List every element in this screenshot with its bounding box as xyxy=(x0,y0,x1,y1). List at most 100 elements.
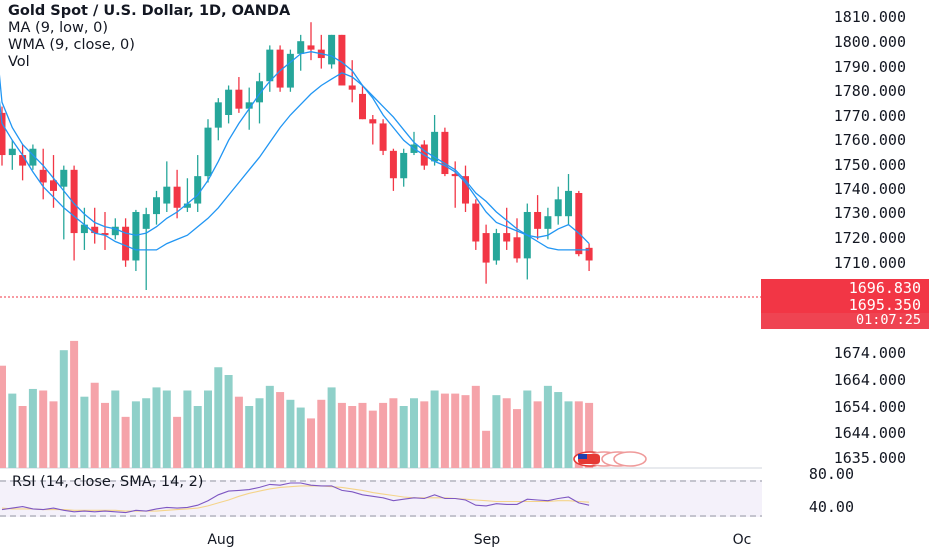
volume-bar xyxy=(337,402,346,468)
candle-body xyxy=(492,233,500,261)
wma-line xyxy=(0,51,590,245)
price-tick-label: 1780.000 xyxy=(834,82,906,100)
price-tick-label: 1664.000 xyxy=(834,371,906,389)
volume-bar xyxy=(255,398,264,468)
volume-bar xyxy=(410,398,418,468)
candle-body xyxy=(565,190,572,217)
event-markers xyxy=(573,451,647,467)
candle-body xyxy=(142,214,150,229)
volume-bar xyxy=(513,409,521,468)
us-flag-icon xyxy=(613,451,647,467)
volume-bar xyxy=(152,387,161,468)
candle-body xyxy=(544,216,552,229)
candle-body xyxy=(111,226,119,236)
price-tick-label: 1790.000 xyxy=(834,58,906,76)
candle-body xyxy=(60,169,68,187)
volume-bar xyxy=(49,401,58,468)
candle-body xyxy=(50,180,57,191)
price-tick-label: 1810.000 xyxy=(834,8,906,26)
volume-bar xyxy=(276,392,285,468)
volume-bar xyxy=(317,399,326,468)
volume-bar xyxy=(379,402,388,468)
legend-ma[interactable]: MA (9, low, 0) xyxy=(8,20,108,36)
time-tick-label: Sep xyxy=(474,532,501,548)
volume-bar xyxy=(0,365,6,468)
candle-body xyxy=(29,148,37,166)
candle-body xyxy=(132,211,140,261)
candle-body xyxy=(19,155,27,166)
price-tick-label: 1720.000 xyxy=(834,229,906,247)
volume-bar xyxy=(399,406,408,468)
candle-body xyxy=(235,89,243,109)
indicator-lines xyxy=(0,51,762,298)
candle-body xyxy=(276,49,284,88)
volume-bar xyxy=(8,393,17,468)
candle-body xyxy=(575,193,583,255)
candle-body xyxy=(153,197,160,215)
candle-body xyxy=(101,233,109,236)
candle-body xyxy=(163,186,171,204)
candle-body xyxy=(369,119,377,124)
candle-body xyxy=(225,89,233,115)
volume-bar xyxy=(502,398,511,468)
volume-bar xyxy=(173,416,182,468)
candle-body xyxy=(297,41,305,54)
volume-bar xyxy=(59,350,68,468)
candle-body xyxy=(8,148,16,156)
price-tick-label: 1730.000 xyxy=(834,204,906,222)
chart-title: Gold Spot / U.S. Dollar, 1D, OANDA xyxy=(8,3,291,19)
price-tick-label: 1644.000 xyxy=(834,424,906,442)
volume-bar xyxy=(574,401,583,468)
rsi-line xyxy=(1,482,590,514)
legend-vol[interactable]: Vol xyxy=(8,54,30,70)
volume-bar xyxy=(451,393,460,468)
chart-legend: Gold Spot / U.S. Dollar, 1D, OANDA MA (9… xyxy=(8,3,290,71)
candle-body xyxy=(266,49,274,82)
volume-bar xyxy=(193,406,202,468)
volume-bar xyxy=(131,401,140,468)
volume-bar xyxy=(80,396,89,468)
rsi-pane xyxy=(0,480,762,517)
volume-bar xyxy=(389,398,398,468)
price-tick-label: 1654.000 xyxy=(834,398,906,416)
candle-body xyxy=(441,131,449,175)
legend-wma[interactable]: WMA (9, close, 0) xyxy=(8,37,135,53)
volume-bar xyxy=(348,406,357,468)
volume-bar xyxy=(420,401,429,468)
volume-bar xyxy=(543,385,552,468)
candle-body xyxy=(214,102,222,128)
price-axis: 1810.000 1800.000 1790.000 1780.000 1770.000… xyxy=(809,8,906,516)
price-tick-label: 1710.000 xyxy=(834,254,906,272)
volume-bar xyxy=(265,385,274,468)
volume-bar xyxy=(245,406,254,468)
price-tick-label: 1740.000 xyxy=(834,180,906,198)
candle-body xyxy=(400,152,408,179)
volume-bar xyxy=(492,395,501,468)
volume-bar xyxy=(18,406,27,468)
candle-body xyxy=(554,199,562,217)
candle-body xyxy=(534,211,542,229)
rsi-tick-label: 80.00 xyxy=(809,465,854,483)
rsi-legend[interactable]: RSI (14, close, SMA, 14, 2) xyxy=(12,474,204,490)
volume-bar xyxy=(430,390,439,468)
candle-body xyxy=(0,112,6,156)
event-marker-group xyxy=(573,451,647,467)
candle-body xyxy=(256,81,263,103)
volume-bar xyxy=(204,390,212,468)
volume-bar xyxy=(111,390,120,468)
candle-body xyxy=(513,237,521,259)
candle-body xyxy=(286,53,294,88)
candle-body xyxy=(122,226,130,261)
time-tick-label: Oc xyxy=(733,532,752,548)
volume-bars xyxy=(0,340,594,468)
candle-body xyxy=(245,102,253,109)
volume-bar xyxy=(121,416,130,468)
volume-bar xyxy=(440,393,449,468)
candle-body xyxy=(194,176,202,204)
price-tick-label: 1770.000 xyxy=(834,107,906,125)
volume-bar xyxy=(554,392,563,468)
volume-bar xyxy=(28,388,37,468)
volume-bar xyxy=(286,399,295,468)
candle-body xyxy=(451,174,459,177)
